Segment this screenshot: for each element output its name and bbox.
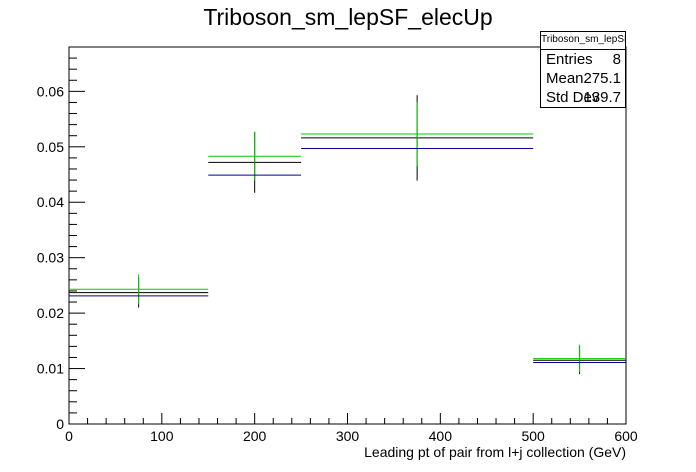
data-series xyxy=(69,95,626,375)
x-tick-label: 0 xyxy=(65,428,73,444)
x-tick-label: 300 xyxy=(336,428,360,444)
y-tick-label: 0.05 xyxy=(37,139,64,155)
x-tick-label: 500 xyxy=(521,428,545,444)
stats-value: 139.7 xyxy=(583,89,621,106)
stats-label: Mean xyxy=(546,70,584,87)
stats-value: 8 xyxy=(612,51,621,68)
stats-row-entries: Entries 8 xyxy=(546,50,621,70)
chart-title: Triboson_sm_lepSF_elecUp xyxy=(203,4,492,30)
stats-title: Triboson_sm_lepSF_elecUp xyxy=(541,32,625,50)
y-tick-label: 0.02 xyxy=(37,305,64,321)
x-tick-label: 600 xyxy=(614,428,638,444)
y-tick-label: 0.04 xyxy=(37,194,64,210)
axes: 0 100 200 300 400 500 600 0 0.01 0.02 0.03 0.04 0.05… xyxy=(37,46,638,444)
stats-label: Std Dev xyxy=(546,89,600,106)
series-nominal xyxy=(69,95,626,375)
x-tick-label: 400 xyxy=(429,428,453,444)
x-axis-label: Leading pt of pair from l+j collection (… xyxy=(364,444,626,460)
stats-row-mean: Mean 275.1 xyxy=(546,69,621,89)
y-tick-label: 0 xyxy=(56,416,64,432)
series-down xyxy=(69,147,626,363)
y-tick-label: 0.06 xyxy=(37,83,64,99)
y-tick-label: 0.03 xyxy=(37,250,64,266)
x-tick-label: 100 xyxy=(150,428,174,444)
stats-value: 275.1 xyxy=(583,70,621,87)
stats-box: Triboson_sm_lepSF_elecUp Entries 8 Mean … xyxy=(540,31,626,108)
x-tick-label: 200 xyxy=(243,428,267,444)
series-up xyxy=(69,101,626,373)
stats-row-stddev: Std Dev 139.7 xyxy=(546,88,621,108)
stats-label: Entries xyxy=(546,51,593,68)
y-tick-label: 0.01 xyxy=(37,361,64,377)
